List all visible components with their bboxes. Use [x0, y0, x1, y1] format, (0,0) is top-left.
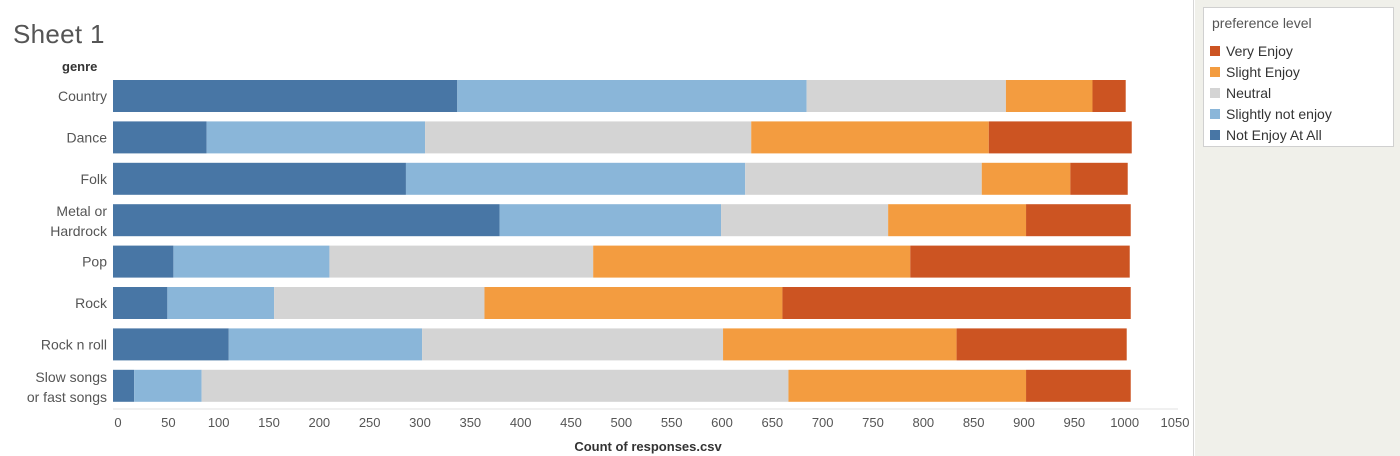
bar-segment[interactable]: [173, 245, 330, 278]
category-label: or fast songs: [27, 389, 107, 405]
category-label: Rock: [75, 295, 108, 311]
x-tick-label: 550: [661, 415, 683, 430]
bar-segment[interactable]: [113, 121, 207, 154]
legend-swatch: [1210, 67, 1220, 78]
category-label: Hardrock: [50, 223, 108, 239]
bar-segment[interactable]: [499, 204, 722, 237]
x-tick-label: 250: [359, 415, 381, 430]
bar-segment[interactable]: [113, 162, 406, 195]
legend-item[interactable]: Slightly not enjoy: [1210, 105, 1390, 123]
bar-segment[interactable]: [167, 287, 275, 319]
bar-segment[interactable]: [113, 245, 174, 278]
bar-segment[interactable]: [457, 80, 807, 112]
legend-label: Neutral: [1226, 85, 1272, 101]
legend-swatch: [1210, 109, 1220, 120]
x-tick-label: 1050: [1161, 415, 1190, 430]
bar-segment[interactable]: [1092, 80, 1126, 112]
bar-segment[interactable]: [201, 369, 789, 402]
bar-segment[interactable]: [206, 121, 426, 154]
x-tick-label: 200: [308, 415, 330, 430]
bar-segment[interactable]: [1005, 80, 1093, 112]
category-label: Rock n roll: [41, 336, 107, 352]
x-axis-title: Count of responses.csv: [574, 439, 722, 454]
bar-segment[interactable]: [274, 287, 485, 319]
legend-item[interactable]: Neutral: [1210, 84, 1390, 102]
x-tick-label: 750: [862, 415, 884, 430]
x-tick-label: 50: [161, 415, 175, 430]
x-tick-label: 350: [459, 415, 481, 430]
legend-label: Slight Enjoy: [1226, 64, 1300, 80]
category-label: Metal or: [56, 203, 107, 219]
bar-segment[interactable]: [788, 369, 1027, 402]
sheet-title: Sheet 1: [13, 19, 105, 49]
bar-segment[interactable]: [1026, 369, 1131, 402]
bar-segment[interactable]: [988, 121, 1132, 154]
x-tick-label: 300: [409, 415, 431, 430]
bar-segment[interactable]: [425, 121, 752, 154]
bar-segment[interactable]: [782, 287, 1131, 319]
x-tick-label: 400: [510, 415, 532, 430]
legend: preference level Very Enjoy Slight Enjoy N…: [1203, 7, 1394, 147]
legend-label: Very Enjoy: [1226, 43, 1293, 59]
legend-swatch: [1210, 46, 1220, 57]
bar-segment[interactable]: [956, 328, 1127, 361]
legend-label: Slightly not enjoy: [1226, 106, 1332, 122]
bar-segment[interactable]: [981, 162, 1071, 195]
bar-segment[interactable]: [1070, 162, 1128, 195]
bar-segment[interactable]: [113, 204, 500, 237]
bar-segment[interactable]: [405, 162, 746, 195]
x-tick-label: 700: [812, 415, 834, 430]
bar-segment[interactable]: [751, 121, 989, 154]
y-axis-header: genre: [62, 59, 97, 74]
x-tick-label: 1000: [1110, 415, 1139, 430]
bar-segment[interactable]: [113, 369, 135, 402]
x-tick-label: 650: [761, 415, 783, 430]
bar-segment[interactable]: [593, 245, 911, 278]
category-label: Country: [58, 88, 107, 104]
x-tick-label: 800: [912, 415, 934, 430]
x-tick-label: 600: [711, 415, 733, 430]
bar-segment[interactable]: [888, 204, 1027, 237]
x-tick-label: 100: [208, 415, 230, 430]
x-tick-label: 850: [963, 415, 985, 430]
legend-item[interactable]: Not Enjoy At All: [1210, 126, 1390, 144]
x-tick-label: 0: [114, 415, 121, 430]
bar-segment[interactable]: [723, 328, 957, 361]
legend-item[interactable]: Very Enjoy: [1210, 42, 1390, 60]
bar-segment[interactable]: [113, 328, 229, 361]
bar-segment[interactable]: [113, 287, 168, 319]
legend-item[interactable]: Slight Enjoy: [1210, 63, 1390, 81]
bar-segment[interactable]: [329, 245, 594, 278]
legend-swatch: [1210, 88, 1220, 99]
bar-segment[interactable]: [806, 80, 1006, 112]
x-tick-label: 950: [1063, 415, 1085, 430]
bar-segment[interactable]: [1026, 204, 1131, 237]
bar-segment[interactable]: [228, 328, 423, 361]
category-label: Folk: [81, 171, 108, 187]
category-label: Pop: [82, 254, 107, 270]
sheet-frame: [1193, 0, 1194, 456]
x-tick-label: 450: [560, 415, 582, 430]
bar-segment[interactable]: [910, 245, 1130, 278]
x-tick-label: 500: [610, 415, 632, 430]
legend-label: Not Enjoy At All: [1226, 127, 1322, 143]
bar-segment[interactable]: [745, 162, 982, 195]
legend-swatch: [1210, 130, 1220, 141]
bar-segment[interactable]: [113, 80, 458, 112]
x-tick-label: 150: [258, 415, 280, 430]
bar-segment[interactable]: [422, 328, 724, 361]
legend-title: preference level: [1212, 15, 1312, 31]
category-label: Dance: [67, 129, 108, 145]
x-tick-label: 900: [1013, 415, 1035, 430]
bar-segment[interactable]: [134, 369, 202, 402]
bar-segment[interactable]: [721, 204, 889, 237]
category-label: Slow songs: [35, 369, 107, 385]
stacked-bar-chart: genre Country Dance Folk Metal or Hardrock Pop…: [27, 59, 1190, 454]
bar-segment[interactable]: [484, 287, 783, 319]
